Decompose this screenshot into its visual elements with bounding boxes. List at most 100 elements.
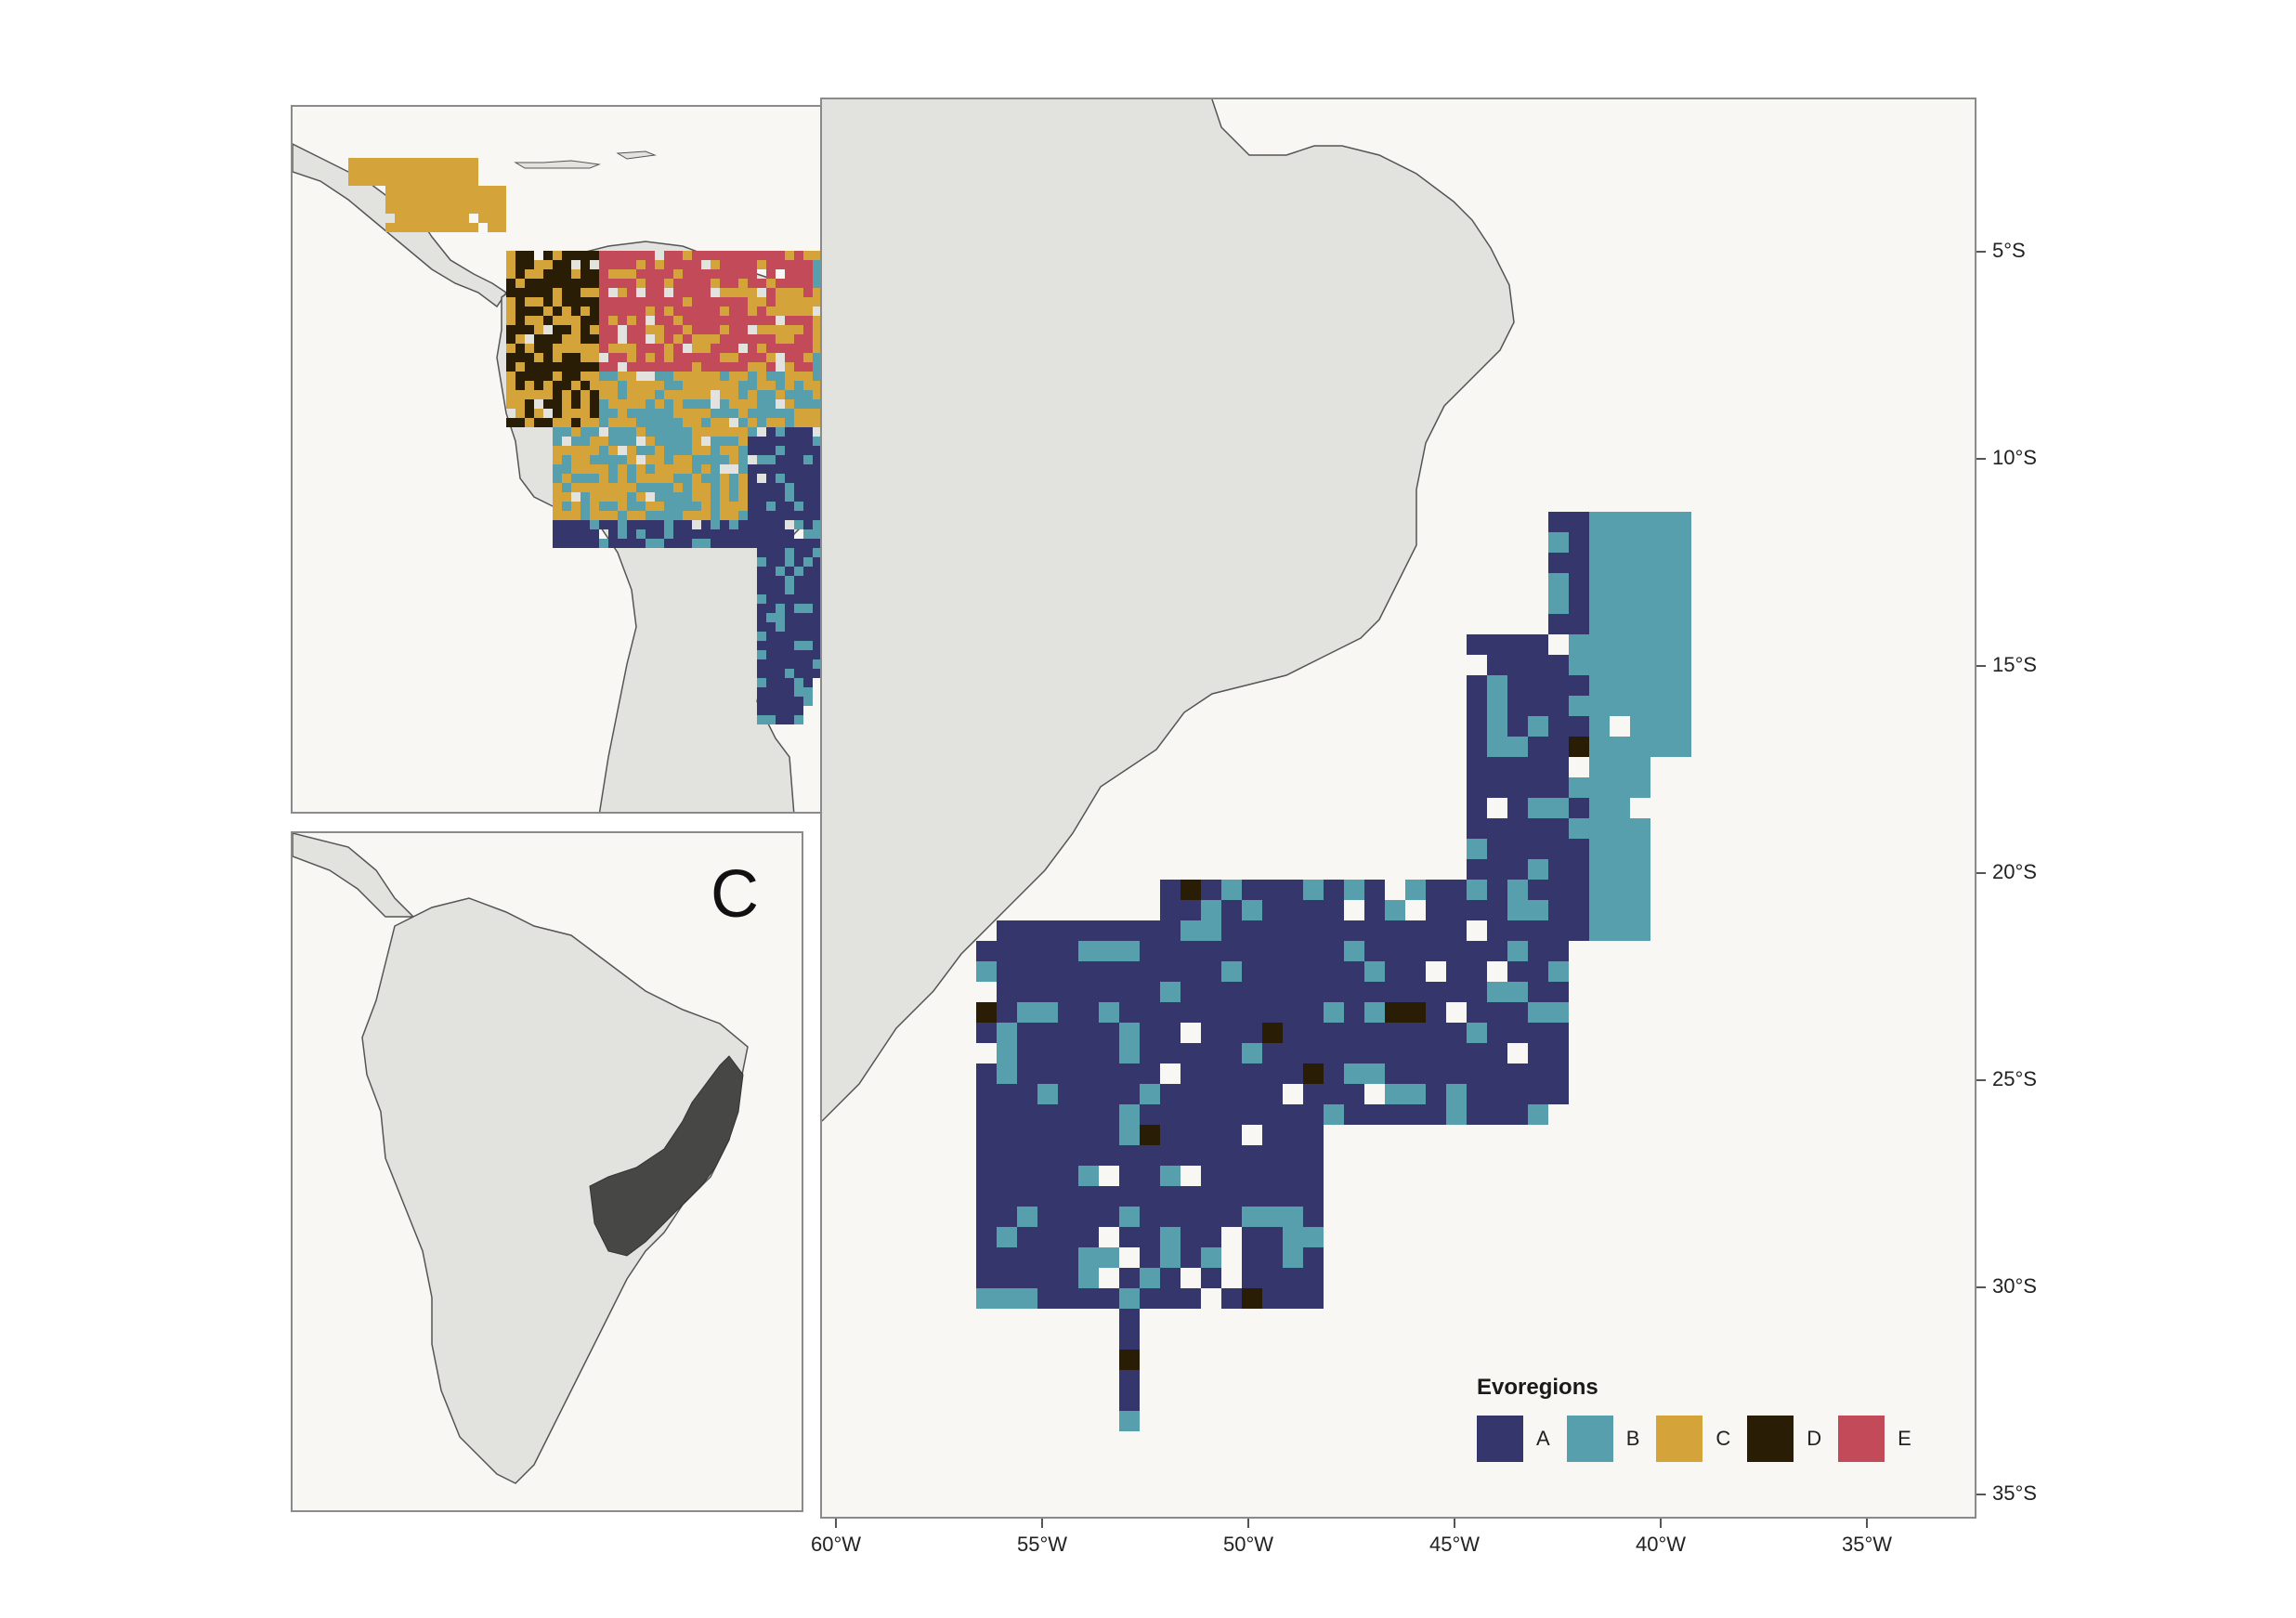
evoregion-cell (1671, 655, 1691, 675)
evoregion-cell (1467, 757, 1487, 777)
evoregion-cell (506, 279, 515, 288)
evoregion-cell (1181, 1227, 1201, 1247)
evoregion-cell (1099, 1145, 1119, 1166)
evoregion-cell (1671, 716, 1691, 737)
evoregion-cell (1201, 880, 1221, 900)
evoregion-cell (581, 297, 590, 307)
evoregion-cell (757, 344, 766, 353)
evoregion-cell (1589, 920, 1610, 941)
evoregion-cell (729, 297, 738, 307)
evoregion-cell (404, 158, 413, 167)
evoregion-cell (1528, 737, 1548, 757)
evoregion-cell (757, 381, 766, 390)
evoregion-cell (543, 362, 553, 372)
evoregion-cell (803, 474, 813, 483)
evoregion-cell (1610, 675, 1630, 696)
evoregion-cell (348, 176, 358, 186)
evoregion-cell (776, 697, 785, 706)
evoregion-cell (1283, 1227, 1303, 1247)
evoregion-cell (1283, 961, 1303, 982)
evoregion-cell (1589, 737, 1610, 757)
evoregion-cell (1099, 941, 1119, 961)
evoregion-cell (1181, 920, 1201, 941)
evoregion-cell (1324, 880, 1344, 900)
evoregion-cell (738, 325, 748, 334)
evoregion-cell (646, 353, 655, 362)
evoregion-cell (766, 539, 776, 548)
evoregion-cell (553, 297, 562, 307)
evoregion-cell (997, 1125, 1017, 1145)
evoregion-cell (1467, 634, 1487, 655)
evoregion-cell (1221, 941, 1242, 961)
evoregion-cell (766, 492, 776, 502)
evoregion-cell (1181, 880, 1201, 900)
evoregion-cell (1160, 1166, 1181, 1186)
evoregion-cell (646, 502, 655, 511)
evoregion-cell (1446, 1063, 1467, 1084)
evoregion-cell (562, 502, 571, 511)
evoregion-cell (1160, 1002, 1181, 1023)
evoregion-cell (1303, 1063, 1324, 1084)
evoregion-cell (590, 418, 599, 427)
evoregion-cell (683, 251, 692, 260)
evoregion-cell (488, 195, 497, 204)
evoregion-cell (636, 539, 646, 548)
evoregion-cell (608, 381, 618, 390)
evoregion-cell (976, 1023, 997, 1043)
evoregion-cell (506, 288, 515, 297)
evoregion-cell (701, 483, 711, 492)
evoregion-cell (1140, 1186, 1160, 1207)
evoregion-cell (432, 214, 441, 223)
evoregion-cell (1610, 777, 1630, 798)
evoregion-cell (581, 362, 590, 372)
evoregion-cell (1160, 1104, 1181, 1125)
evoregion-cell (534, 297, 543, 307)
evoregion-cell (664, 334, 673, 344)
evoregion-cell (692, 529, 701, 539)
evoregion-cell (776, 334, 785, 344)
evoregion-cell (646, 529, 655, 539)
evoregion-cell (608, 353, 618, 362)
evoregion-cell (673, 316, 683, 325)
evoregion-cell (1528, 920, 1548, 941)
evoregion-cell (794, 492, 803, 502)
evoregion-cell (738, 474, 748, 483)
evoregion-cell (1017, 1227, 1037, 1247)
evoregion-cell (590, 362, 599, 372)
evoregion-cell (618, 316, 627, 325)
evoregion-cell (803, 557, 813, 567)
evoregion-cell (1037, 1145, 1058, 1166)
evoregion-cell (636, 418, 646, 427)
evoregion-cell (1221, 1023, 1242, 1043)
evoregion-cell (738, 307, 748, 316)
evoregion-cell (395, 167, 404, 176)
evoregion-cell (720, 492, 729, 502)
evoregion-cell (571, 455, 581, 464)
evoregion-cell (1487, 675, 1507, 696)
evoregion-cell (441, 158, 450, 167)
south-america-landmass (361, 897, 749, 1484)
evoregion-cell (488, 204, 497, 214)
evoregion-cell (748, 520, 757, 529)
evoregion-cell (976, 1104, 997, 1125)
evoregion-cell (395, 214, 404, 223)
evoregion-cell (506, 353, 515, 362)
evoregion-cell (404, 214, 413, 223)
evoregion-cell (683, 539, 692, 548)
evoregion-cell (1262, 1268, 1283, 1288)
evoregion-cell (1548, 1002, 1569, 1023)
brazil-coastline (822, 99, 1515, 1122)
evoregion-cell (1017, 1125, 1037, 1145)
evoregion-cell (776, 455, 785, 464)
evoregion-cell (785, 502, 794, 511)
evoregion-cell (1467, 1023, 1487, 1043)
evoregion-cell (748, 474, 757, 483)
evoregion-cell (1446, 1084, 1467, 1104)
evoregion-cell (813, 251, 822, 260)
evoregion-cell (729, 529, 738, 539)
evoregion-cell (376, 167, 385, 176)
evoregion-cell (553, 492, 562, 502)
evoregion-cell (1589, 614, 1610, 634)
evoregion-cell (701, 325, 711, 334)
evoregion-cell (571, 399, 581, 409)
